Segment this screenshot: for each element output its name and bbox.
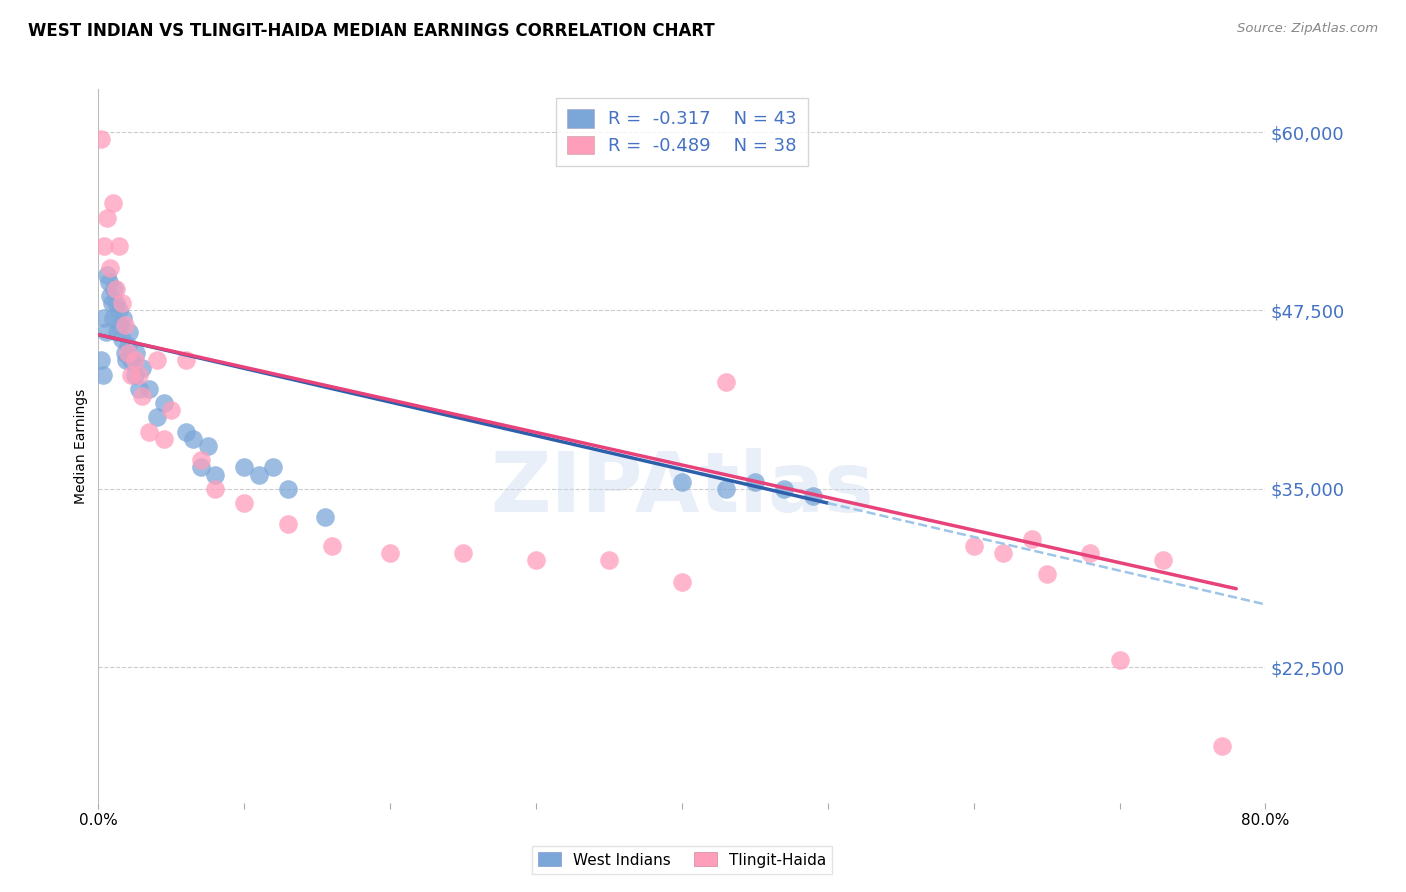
Point	[174, 425, 197, 439]
Point	[1152, 553, 1174, 567]
Point	[117, 339, 139, 353]
Point	[801, 489, 824, 503]
Point	[714, 482, 737, 496]
Point	[233, 496, 256, 510]
Point	[115, 353, 138, 368]
Point	[117, 346, 139, 360]
Point	[160, 403, 183, 417]
Point	[262, 460, 284, 475]
Point	[108, 303, 131, 318]
Point	[120, 353, 142, 368]
Point	[98, 289, 121, 303]
Point	[744, 475, 766, 489]
Point	[112, 310, 135, 325]
Point	[962, 539, 984, 553]
Point	[128, 368, 150, 382]
Point	[110, 318, 132, 332]
Point	[124, 353, 146, 368]
Point	[118, 325, 141, 339]
Point	[93, 310, 115, 325]
Point	[451, 546, 474, 560]
Point	[98, 260, 121, 275]
Point	[1108, 653, 1130, 667]
Point	[114, 346, 136, 360]
Point	[91, 368, 114, 382]
Point	[1080, 546, 1102, 560]
Point	[93, 239, 115, 253]
Point	[138, 425, 160, 439]
Point	[96, 268, 118, 282]
Point	[146, 410, 169, 425]
Point	[108, 239, 131, 253]
Point	[181, 432, 204, 446]
Text: ZIPAtlas: ZIPAtlas	[489, 449, 875, 529]
Point	[131, 389, 153, 403]
Point	[190, 460, 212, 475]
Point	[190, 453, 212, 467]
Point	[714, 375, 737, 389]
Point	[247, 467, 270, 482]
Point	[138, 382, 160, 396]
Point	[671, 574, 693, 589]
Point	[90, 132, 112, 146]
Point	[524, 553, 547, 567]
Point	[671, 475, 693, 489]
Point	[101, 196, 124, 211]
Point	[153, 432, 176, 446]
Point	[277, 517, 299, 532]
Point	[111, 296, 134, 310]
Y-axis label: Median Earnings: Median Earnings	[75, 388, 89, 504]
Point	[991, 546, 1014, 560]
Point	[124, 368, 146, 382]
Point	[101, 310, 124, 325]
Text: Source: ZipAtlas.com: Source: ZipAtlas.com	[1237, 22, 1378, 36]
Point	[90, 353, 112, 368]
Point	[1035, 567, 1057, 582]
Point	[153, 396, 176, 410]
Point	[100, 296, 122, 310]
Point	[314, 510, 336, 524]
Point	[103, 282, 125, 296]
Point	[104, 282, 127, 296]
Point	[131, 360, 153, 375]
Point	[96, 211, 118, 225]
Point	[128, 382, 150, 396]
Point	[105, 325, 128, 339]
Point	[204, 482, 226, 496]
Point	[378, 546, 402, 560]
Point	[277, 482, 299, 496]
Point	[125, 346, 148, 360]
Point	[104, 296, 127, 310]
Point	[146, 353, 169, 368]
Point	[321, 539, 343, 553]
Point	[120, 368, 142, 382]
Point	[598, 553, 620, 567]
Point	[111, 332, 134, 346]
Point	[97, 275, 120, 289]
Point	[233, 460, 256, 475]
Legend: West Indians, Tlingit-Haida: West Indians, Tlingit-Haida	[531, 847, 832, 873]
Point	[174, 353, 197, 368]
Text: WEST INDIAN VS TLINGIT-HAIDA MEDIAN EARNINGS CORRELATION CHART: WEST INDIAN VS TLINGIT-HAIDA MEDIAN EARN…	[28, 22, 714, 40]
Point	[114, 318, 136, 332]
Point	[1021, 532, 1043, 546]
Point	[94, 325, 117, 339]
Point	[204, 467, 226, 482]
Point	[773, 482, 796, 496]
Point	[1211, 739, 1233, 753]
Point	[197, 439, 219, 453]
